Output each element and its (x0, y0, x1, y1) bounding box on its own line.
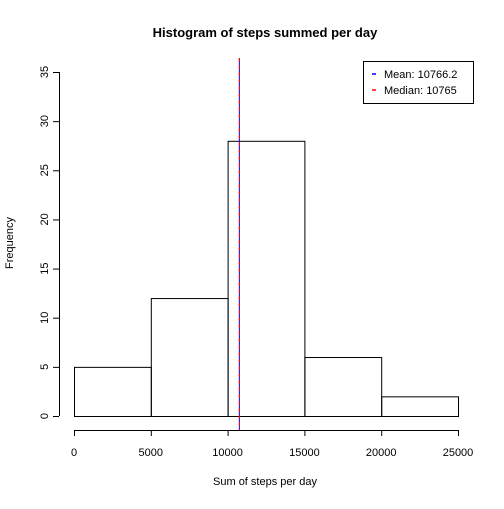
x-tick-label: 5000 (139, 447, 163, 459)
x-tick-label: 10000 (212, 447, 243, 459)
x-tick-label: 15000 (289, 447, 320, 459)
histogram-bar (75, 367, 152, 416)
histogram-bar (151, 299, 228, 417)
legend: Mean: 10766.2 Median: 10765 (364, 62, 474, 104)
legend-entry-label: Mean: 10766.2 (384, 69, 457, 81)
histogram-bar (305, 358, 382, 417)
x-tick-label: 0 (71, 447, 77, 459)
chart-title: Histogram of steps summed per day (153, 25, 378, 40)
y-axis-label: Frequency (4, 217, 16, 269)
x-axis-label: Sum of steps per day (213, 476, 317, 488)
x-tick-label: 25000 (443, 447, 474, 459)
bars-group (75, 141, 459, 416)
y-tick-label: 35 (39, 66, 51, 78)
y-tick-label: 15 (39, 262, 51, 274)
y-tick-label: 20 (39, 213, 51, 225)
y-tick-label: 10 (39, 312, 51, 324)
x-axis: 0 5000 10000 15000 20000 25000 (71, 430, 473, 459)
y-axis: 0 5 10 15 20 25 30 35 (39, 66, 60, 419)
y-tick-label: 0 (39, 413, 51, 419)
y-tick-label: 25 (39, 164, 51, 176)
legend-entry-label: Median: 10765 (384, 85, 457, 97)
legend-box (364, 62, 474, 104)
x-tick-label: 20000 (366, 447, 397, 459)
y-tick-label: 5 (39, 364, 51, 370)
y-tick-label: 30 (39, 115, 51, 127)
histogram-bar (382, 397, 459, 417)
